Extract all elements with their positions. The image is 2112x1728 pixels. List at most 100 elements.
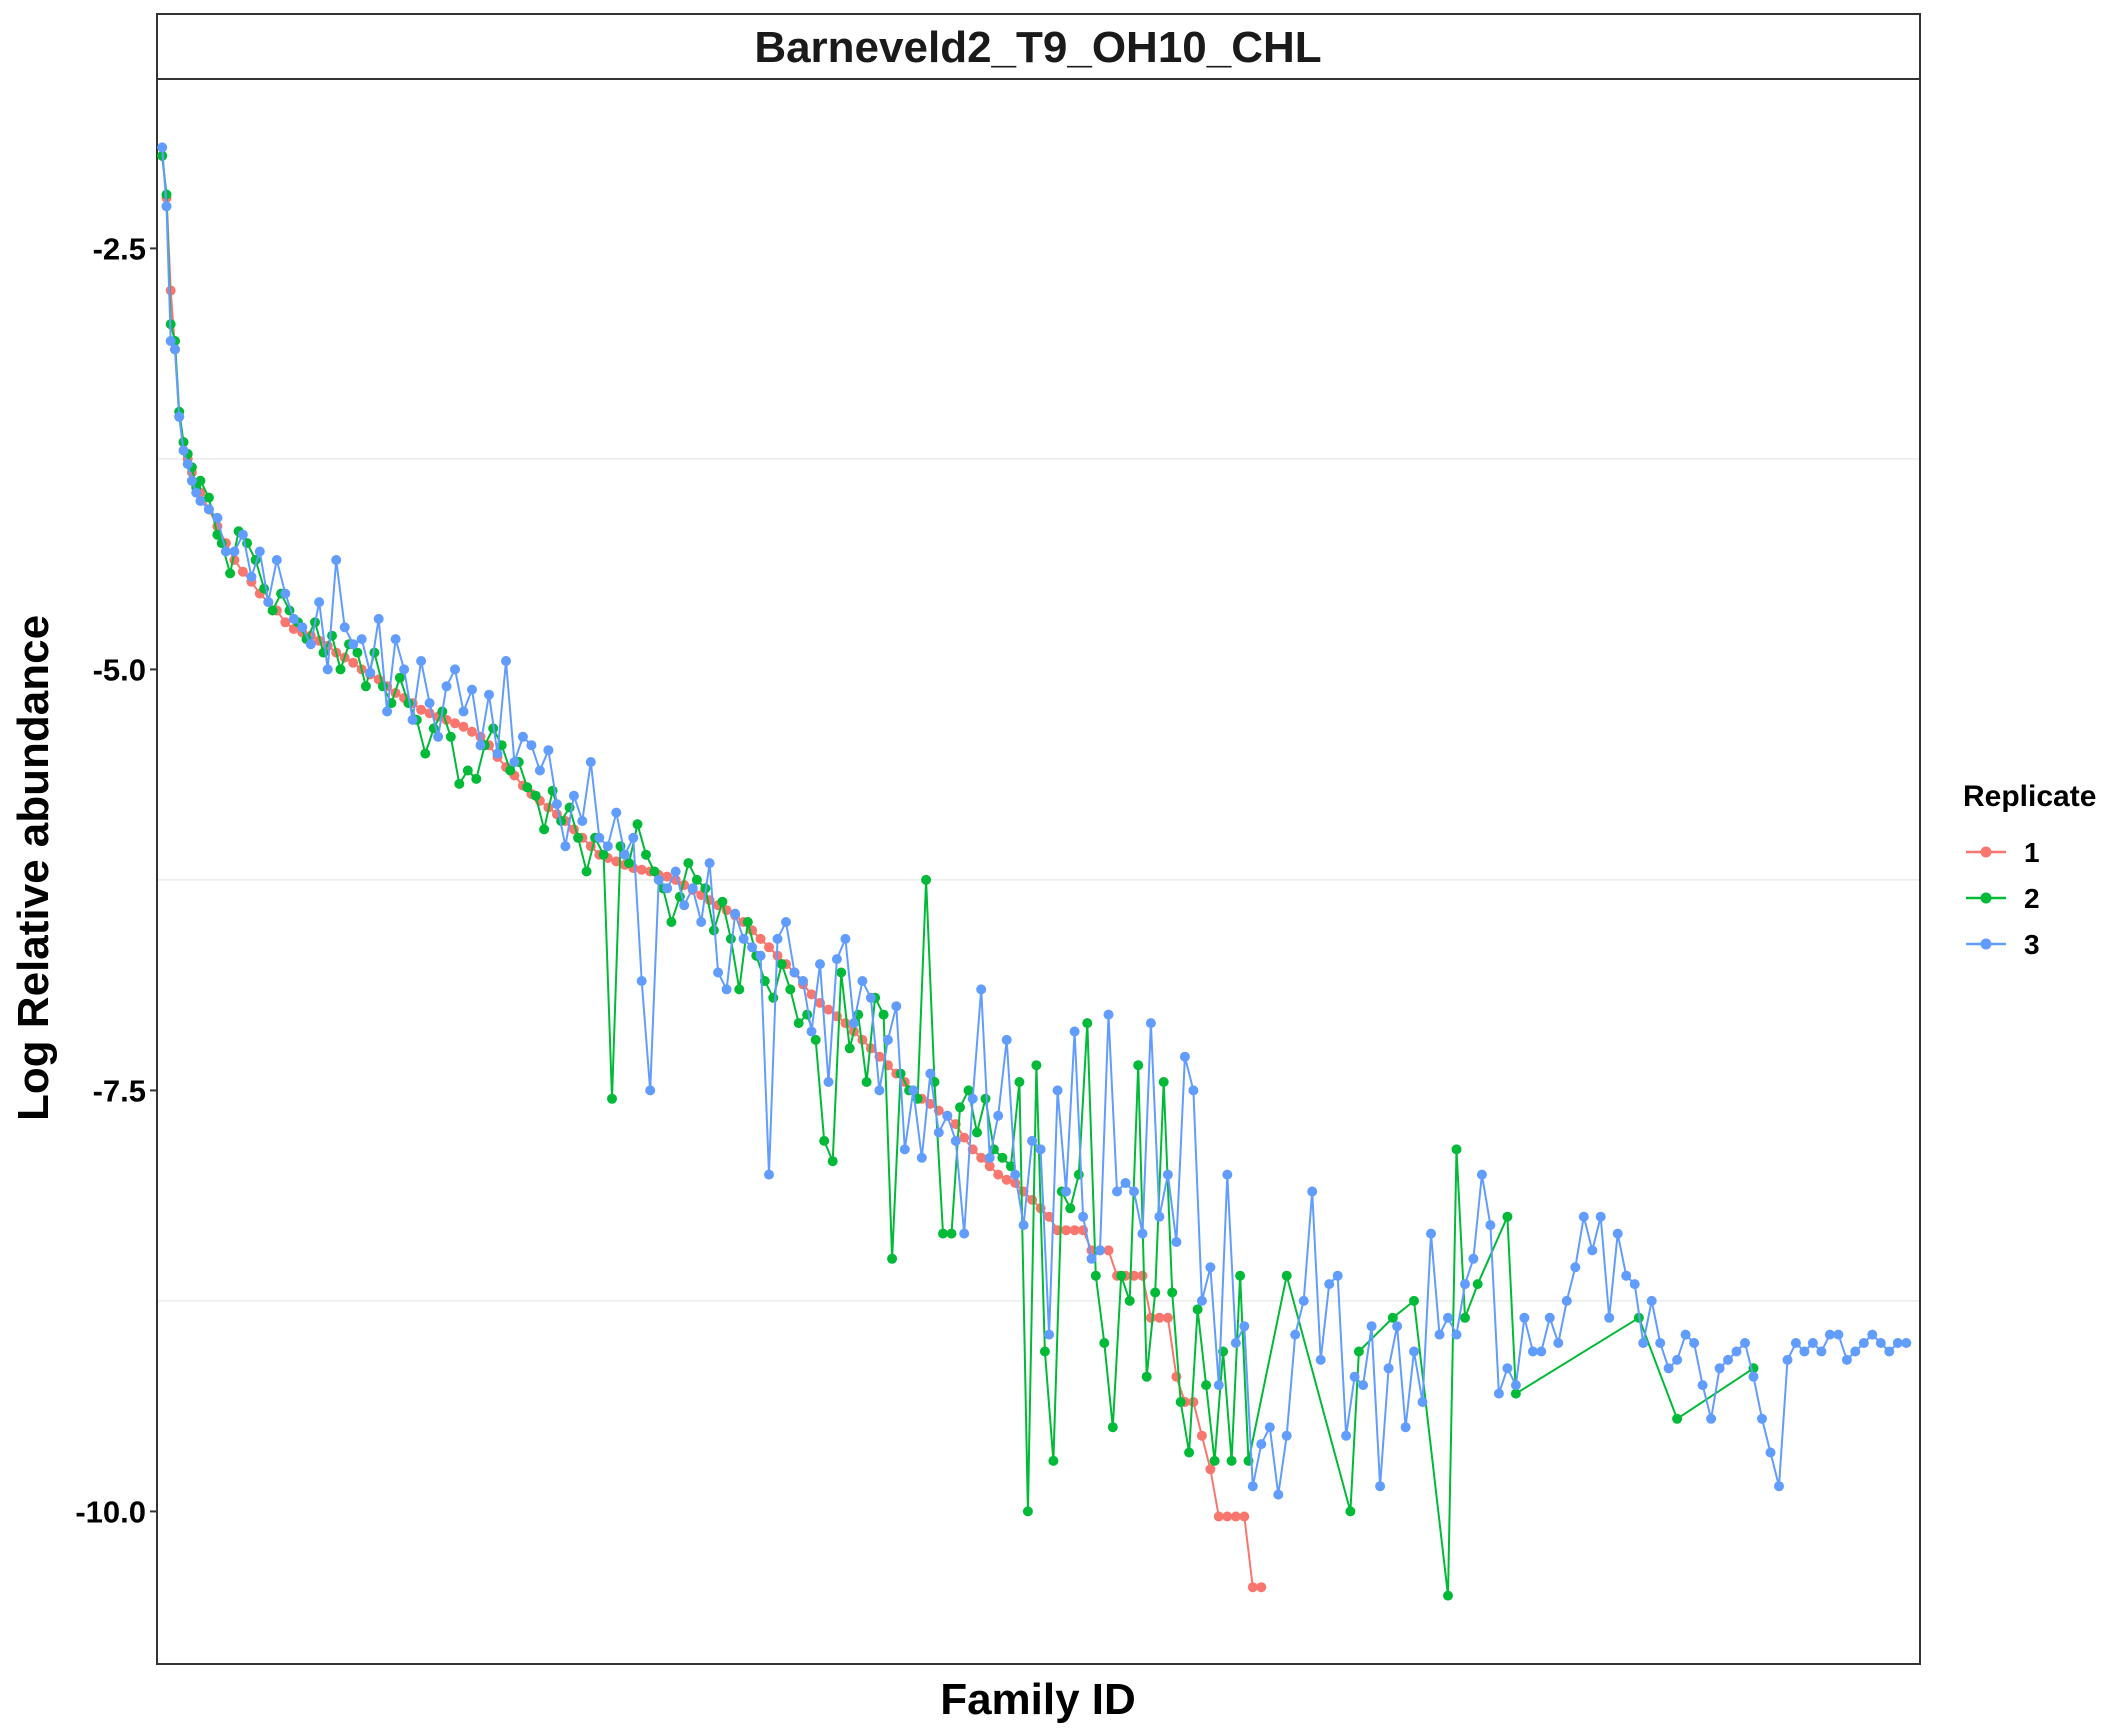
- data-point: [450, 664, 460, 675]
- data-point: [271, 555, 282, 565]
- data-point: [1022, 1506, 1033, 1517]
- data-point: [1141, 1371, 1152, 1382]
- data-point: [1358, 1380, 1369, 1391]
- data-point: [534, 765, 545, 776]
- data-point: [581, 866, 592, 877]
- data-point: [467, 726, 477, 737]
- data-point: [1858, 1338, 1869, 1348]
- data-point: [717, 896, 728, 907]
- data-point: [1723, 1354, 1733, 1365]
- data-point: [602, 841, 613, 852]
- y-axis-title: Log Relative abundance: [9, 615, 58, 1121]
- data-point: [178, 437, 189, 448]
- data-point: [1184, 1447, 1195, 1458]
- data-point: [1005, 1161, 1016, 1172]
- data-point: [1510, 1380, 1521, 1391]
- data-point: [1171, 1237, 1182, 1247]
- data-point: [1307, 1186, 1318, 1197]
- data-point: [1103, 1245, 1114, 1256]
- data-point: [170, 344, 180, 355]
- data-point: [1655, 1338, 1666, 1348]
- data-point: [335, 664, 346, 675]
- data-point: [356, 634, 367, 645]
- legend: Replicate 1 2 3: [1963, 780, 2096, 960]
- data-point: [1901, 1338, 1912, 1348]
- data-point: [1188, 1085, 1199, 1096]
- plot-panel: [156, 78, 1921, 1665]
- data-point: [1230, 1338, 1241, 1348]
- data-point: [955, 1102, 965, 1113]
- data-point: [781, 917, 791, 927]
- legend-label: 3: [2024, 929, 2040, 960]
- data-point: [327, 630, 337, 641]
- data-point: [484, 689, 494, 700]
- data-point: [577, 816, 588, 826]
- data-point: [390, 634, 401, 645]
- data-point: [806, 989, 817, 1000]
- data-point: [1052, 1085, 1063, 1096]
- data-point: [182, 459, 193, 469]
- data-point: [1604, 1312, 1615, 1323]
- y-tick-label: -10.0: [75, 1494, 146, 1529]
- data-point: [1154, 1312, 1165, 1323]
- data-point: [645, 1085, 656, 1096]
- data-point: [1175, 1397, 1186, 1407]
- data-point: [742, 917, 753, 927]
- series-layer: [157, 142, 1912, 1601]
- data-point: [1536, 1346, 1547, 1357]
- data-point: [1680, 1329, 1691, 1340]
- data-point: [1192, 1304, 1203, 1315]
- data-point: [628, 832, 639, 843]
- data-point: [1892, 1338, 1903, 1348]
- data-point: [560, 841, 571, 852]
- data-point: [1247, 1481, 1258, 1492]
- data-point: [1222, 1169, 1233, 1180]
- data-point: [1392, 1321, 1403, 1332]
- data-point: [959, 1132, 970, 1143]
- data-point: [1366, 1321, 1377, 1332]
- data-point: [1137, 1270, 1148, 1281]
- data-point: [1213, 1380, 1224, 1391]
- data-point: [823, 1004, 834, 1015]
- data-point: [352, 647, 363, 658]
- data-point: [212, 512, 223, 523]
- data-point: [624, 858, 634, 869]
- data-point: [976, 984, 987, 995]
- data-point: [844, 1043, 855, 1054]
- data-point: [1124, 1295, 1135, 1306]
- data-point: [1578, 1211, 1589, 1222]
- data-point: [899, 1144, 910, 1155]
- data-point: [1061, 1225, 1072, 1236]
- data-point: [653, 874, 664, 885]
- data-point: [1714, 1363, 1725, 1374]
- data-point: [1383, 1363, 1394, 1374]
- data-point: [1196, 1295, 1207, 1306]
- data-point: [598, 849, 609, 860]
- legend-items: 1 2 3: [1966, 837, 2040, 960]
- data-point: [755, 933, 766, 944]
- data-point: [1239, 1321, 1250, 1332]
- data-point: [360, 681, 371, 692]
- data-point: [322, 664, 333, 675]
- data-point: [1112, 1186, 1122, 1197]
- data-point: [1065, 1203, 1076, 1214]
- data-point: [1332, 1270, 1343, 1281]
- data-point: [1375, 1481, 1386, 1492]
- data-point: [1129, 1186, 1139, 1197]
- data-point: [237, 529, 248, 540]
- facet-strip: [156, 13, 1921, 80]
- data-point: [772, 933, 783, 944]
- data-point: [810, 1034, 821, 1045]
- y-tick-label: -7.5: [93, 1073, 146, 1108]
- data-point: [220, 546, 231, 557]
- data-point: [543, 745, 554, 756]
- data-point: [195, 496, 206, 506]
- data-point: [416, 656, 427, 666]
- data-point: [921, 874, 932, 885]
- data-point: [1162, 1312, 1173, 1323]
- data-point: [1213, 1511, 1224, 1522]
- data-point: [776, 959, 787, 970]
- data-point: [394, 672, 405, 683]
- data-point: [348, 639, 359, 650]
- data-point: [1230, 1511, 1241, 1522]
